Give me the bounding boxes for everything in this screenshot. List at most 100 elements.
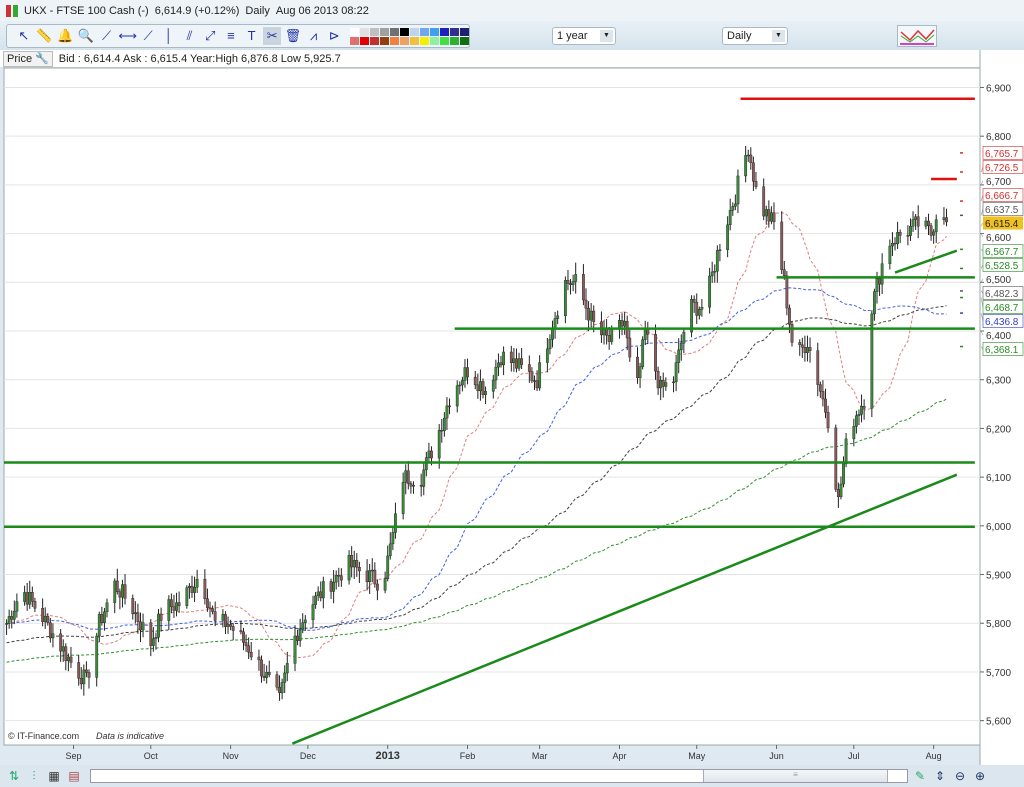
candle	[23, 592, 27, 602]
x-tick-label: Jun	[769, 751, 784, 761]
vertical-line-icon[interactable]: │	[164, 28, 173, 43]
trend-line-icon[interactable]: ⟋	[101, 28, 112, 43]
color-swatch[interactable]	[350, 36, 360, 45]
color-swatch[interactable]	[390, 27, 400, 36]
color-swatch[interactable]	[380, 27, 390, 36]
x-tick-label: Feb	[460, 751, 476, 761]
candle	[357, 567, 361, 572]
candle	[587, 307, 590, 321]
y-tick-label: 6,600	[986, 233, 1011, 244]
candle	[298, 628, 302, 641]
fib-retracement-icon[interactable]: ≡	[227, 28, 235, 43]
time-scrollbar[interactable]: ≡	[90, 769, 908, 783]
candle	[303, 619, 307, 623]
candle	[265, 672, 269, 678]
candle	[293, 635, 297, 664]
fibonacci-icon[interactable]: ⤢	[205, 28, 216, 43]
zoom-out-icon[interactable]: ⊖	[954, 769, 966, 783]
horizontal-line-icon[interactable]: ⟷	[118, 28, 137, 43]
candle	[530, 371, 534, 381]
candle	[316, 591, 320, 597]
candle	[726, 224, 730, 250]
candle-style-icon[interactable]: ⫶	[32, 769, 36, 783]
candle	[545, 348, 549, 363]
color-swatch[interactable]	[390, 36, 400, 45]
candle	[206, 598, 209, 608]
candle	[875, 278, 879, 292]
instrument-name: UKX - FTSE 100 Cash (-)	[24, 4, 149, 17]
color-swatch[interactable]	[460, 27, 470, 36]
tools-icon[interactable]: ✂	[263, 27, 282, 45]
color-swatch[interactable]	[460, 36, 470, 45]
candle	[934, 219, 938, 233]
color-swatch[interactable]	[420, 27, 430, 36]
alert-bell-icon[interactable]: 🔔	[57, 28, 74, 43]
color-swatch[interactable]	[380, 36, 390, 45]
x-tick-label: Apr	[612, 751, 626, 761]
color-swatch[interactable]	[440, 36, 450, 45]
layers-icon[interactable]: ▤	[68, 769, 80, 783]
color-swatch[interactable]	[350, 27, 360, 36]
candle	[167, 599, 171, 621]
candle	[169, 599, 173, 607]
drawn-line[interactable]	[894, 249, 958, 274]
indicators-button[interactable]	[897, 25, 937, 47]
color-swatch[interactable]	[450, 27, 460, 36]
candle	[334, 575, 338, 583]
candle	[836, 489, 840, 497]
triangle-pattern-icon[interactable]: ⊳	[328, 28, 340, 43]
color-swatch[interactable]	[370, 27, 380, 36]
price-settings-button[interactable]: Price 🔧	[3, 50, 53, 67]
pointer-icon[interactable]: ↖	[18, 28, 30, 43]
chart-type-icon[interactable]: ⇅	[8, 769, 20, 783]
color-swatch[interactable]	[360, 36, 370, 45]
candle	[12, 610, 16, 620]
ray-line-icon[interactable]: ⟋	[143, 28, 153, 43]
ruler-icon[interactable]: 📏	[36, 28, 53, 43]
color-swatch[interactable]	[450, 36, 460, 45]
candle	[226, 624, 230, 627]
auto-scale-icon[interactable]: ⇕	[934, 769, 946, 783]
color-swatch[interactable]	[410, 27, 420, 36]
candle	[780, 221, 784, 270]
scrollbar-thumb[interactable]: ≡	[703, 770, 888, 782]
candle	[643, 328, 647, 340]
zoom-icon[interactable]: 🔍	[77, 28, 94, 43]
period-select[interactable]: 1 year ▼	[552, 27, 616, 45]
candle	[376, 583, 379, 591]
color-swatch[interactable]	[370, 36, 380, 45]
value-label: 6,436.8	[985, 317, 1019, 328]
color-swatch[interactable]	[440, 27, 450, 36]
candle	[785, 275, 789, 309]
candle	[499, 362, 503, 366]
calculator-icon[interactable]: ▦	[48, 769, 60, 783]
value-label-box	[982, 244, 1024, 258]
x-tick-label: May	[688, 751, 706, 761]
line-pattern-icon[interactable]: ⩘	[309, 28, 318, 43]
candle	[257, 656, 261, 661]
color-swatch[interactable]	[420, 36, 430, 45]
candle	[927, 220, 930, 226]
color-swatch[interactable]	[400, 27, 410, 36]
candle	[491, 379, 495, 392]
wrench-icon: 🔧	[35, 53, 49, 65]
plot-area	[3, 67, 981, 746]
zoom-in-icon[interactable]: ⊕	[974, 769, 986, 783]
candle	[51, 633, 55, 639]
text-icon[interactable]: T	[247, 28, 256, 43]
candle	[213, 611, 217, 621]
edit-icon[interactable]: ✎	[914, 769, 926, 783]
interval-select[interactable]: Daily ▼	[722, 27, 788, 45]
color-swatch[interactable]	[410, 36, 420, 45]
color-swatch[interactable]	[430, 27, 440, 36]
color-swatch[interactable]	[400, 36, 410, 45]
drawn-line[interactable]	[291, 473, 958, 745]
candle	[860, 406, 863, 415]
candle	[48, 622, 52, 639]
parallel-lines-icon[interactable]: ⫽	[186, 28, 193, 43]
trash-icon[interactable]: 🗑	[284, 28, 302, 43]
candle	[79, 678, 83, 685]
color-swatch[interactable]	[430, 36, 440, 45]
color-swatch[interactable]	[360, 27, 370, 36]
price-chart[interactable]: Sep Oct Nov Dec 2013 Feb Mar Apr May Jun Jul Aug 6,9…	[0, 50, 1024, 765]
